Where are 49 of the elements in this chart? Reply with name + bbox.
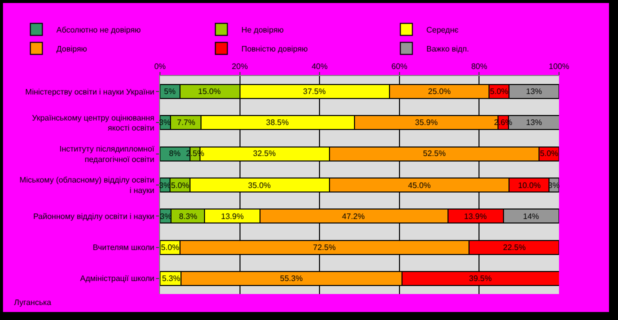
data-label: 5.0%	[161, 243, 180, 252]
legend-label: Середнє	[426, 26, 458, 35]
data-label: 7.7%	[177, 118, 196, 127]
data-label: 5.3%	[162, 274, 180, 283]
data-label: 5.0%	[540, 149, 558, 158]
data-label: 38.5%	[266, 118, 289, 127]
data-label: 15.0%	[198, 87, 221, 96]
y-tick-label: Міському (обласному) відділу освіти і науки	[19, 176, 154, 195]
data-label: 39.5%	[469, 274, 492, 283]
data-label: 32.5%	[253, 149, 276, 158]
data-label: 13%	[526, 87, 542, 96]
data-label: 25.0%	[428, 87, 451, 96]
y-tick-label: Інституту післядипломної педагогічної освіти	[60, 144, 156, 164]
x-tick-label: 80%	[471, 62, 488, 71]
x-tick-label: 20%	[232, 62, 248, 71]
y-tick-label: Районному відділу освіти і науки	[33, 212, 154, 221]
x-tick-label: 40%	[312, 62, 328, 71]
data-label: 55.3%	[280, 274, 303, 283]
y-tick-label: Адміністрації школи	[80, 274, 154, 284]
data-label: 47.2%	[342, 212, 365, 221]
y-tick-label: Вчителям школи	[92, 243, 154, 252]
data-label: 13%	[526, 118, 542, 127]
x-tick-label: 0%	[154, 62, 166, 71]
data-label: 35.0%	[248, 181, 271, 190]
data-label: 5.0%	[171, 181, 190, 190]
data-label: 10.0%	[518, 181, 541, 190]
data-label: 8%	[169, 149, 181, 158]
legend-label: Не довіряю	[241, 26, 284, 35]
y-tick-label: Українському центру оцінювання якості освіти	[32, 113, 154, 133]
data-label: 22.5%	[503, 243, 526, 252]
data-label: 5%	[164, 87, 176, 96]
x-tick-label: 60%	[391, 62, 408, 71]
x-tick-label: 100%	[548, 62, 570, 71]
legend-label: Абсолютно не довіряю	[56, 26, 141, 35]
data-label: 5.0%	[490, 87, 508, 96]
data-label: 13.9%	[464, 212, 487, 221]
data-label: 52.5%	[423, 149, 446, 158]
data-label: 8.3%	[179, 212, 198, 221]
legend-label: Повністю довіряю	[241, 44, 308, 54]
text: Луганська	[14, 298, 52, 307]
data-label: 13.9%	[221, 212, 244, 221]
data-label: 14%	[523, 212, 540, 221]
y-tick-label: Міністерству освіти і науки України	[25, 87, 154, 96]
data-label: 35.9%	[415, 118, 438, 127]
data-label: 72.5%	[313, 243, 336, 252]
data-label: 37.5%	[303, 87, 326, 96]
legend-label: Довіряю	[56, 44, 88, 54]
data-label: 45.0%	[408, 181, 431, 190]
legend-label: Важко відп.	[426, 44, 470, 54]
